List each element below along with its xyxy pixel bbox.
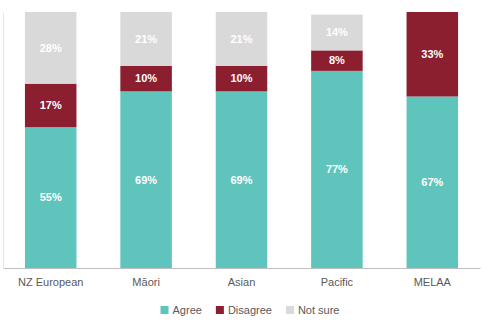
bar-segment [311,15,363,51]
x-tick: NZ European [18,268,83,288]
bar-segment [216,91,268,268]
x-tick: Asian [228,268,256,288]
x-tick-label: Pacific [321,276,354,288]
data-label: 21% [230,33,252,45]
x-tick: Māori [132,268,160,288]
data-label: 8% [329,54,345,66]
data-label: 10% [230,72,252,84]
y-axis [3,13,4,269]
chart-svg: 55% 69% 69% 77% 67% 17% 10% 10% 8% 33% 28% 21% 21% 14… [0,0,500,321]
bar-segment [216,66,268,92]
y-axis-line [3,13,4,269]
legend-label: Agree [173,304,202,316]
bar-segment [407,96,459,268]
data-label: 69% [230,174,252,186]
x-axis: NZ European Māori Asian Pacific MELAA [4,268,481,288]
x-tick: MELAA [414,268,452,288]
data-label: 33% [421,48,443,60]
legend-item: Disagree [216,304,272,316]
bar-segment [25,127,77,268]
data-label: 67% [421,176,443,188]
x-tick-label: MELAA [414,276,452,288]
data-labels: 55% 69% 69% 77% 67% 17% 10% 10% 8% 33% 28% 21% 21% 14… [40,26,444,203]
x-tick-label: Asian [228,276,256,288]
x-tick-label: Māori [132,276,160,288]
bar-segment [120,66,172,92]
legend-item: Not sure [286,304,340,316]
bar-segment [120,12,172,66]
bar-segment [407,12,459,96]
legend-swatch [216,306,224,314]
data-label: 77% [326,163,348,175]
bar-segment [216,12,268,66]
bar-segment [311,50,363,70]
bar-segment [311,71,363,268]
data-label: 55% [40,191,62,203]
legend-label: Disagree [228,304,272,316]
legend: Agree Disagree Not sure [161,304,340,316]
x-tick: Pacific [321,268,354,288]
legend-swatch [286,306,294,314]
bar-segment [120,91,172,268]
data-label: 10% [135,72,157,84]
legend-swatch [161,306,169,314]
legend-item: Agree [161,304,202,316]
x-axis-line [4,268,481,269]
legend-label: Not sure [298,304,340,316]
data-label: 21% [135,33,157,45]
x-tick-label: NZ European [18,276,83,288]
data-label: 28% [40,42,62,54]
chart-container: 55% 69% 69% 77% 67% 17% 10% 10% 8% 33% 28% 21% 21% 14… [0,0,500,321]
bar-segment [25,84,77,128]
data-label: 17% [40,99,62,111]
bars [25,12,458,268]
bar-segment [25,12,77,84]
data-label: 69% [135,174,157,186]
data-label: 14% [326,26,348,38]
